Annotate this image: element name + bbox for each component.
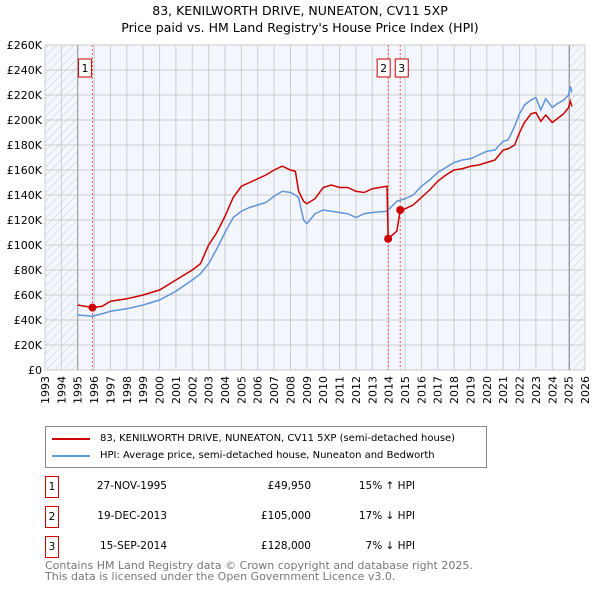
legend: 83, KENILWORTH DRIVE, NUNEATON, CV11 5XP… <box>45 426 487 468</box>
x-tick-label: 2015 <box>399 376 412 404</box>
x-tick-label: 1998 <box>121 376 134 404</box>
x-tick-label: 2021 <box>497 376 510 404</box>
x-tick-label: 2009 <box>301 376 314 404</box>
y-tick-label: £140K <box>7 189 43 202</box>
x-tick-label: 2018 <box>448 376 461 404</box>
x-tick-label: 1999 <box>137 376 150 404</box>
x-tick-label: 2012 <box>350 376 363 404</box>
series-line <box>77 86 573 318</box>
x-tick-label: 1993 <box>39 376 52 404</box>
y-tick-label: £260K <box>7 39 43 52</box>
legend-item-hpi: HPI: Average price, semi-detached house,… <box>52 450 435 461</box>
chart-subtitle: Price paid vs. HM Land Registry's House … <box>121 20 479 35</box>
sale-row: 1 27-NOV-1995 £49,950 15% ↑ HPI <box>45 476 465 498</box>
sale-label: 1 <box>81 62 88 75</box>
y-tick-label: £200K <box>7 114 43 127</box>
sale-number: 2 <box>45 506 59 528</box>
sale-number: 3 <box>45 536 59 558</box>
x-tick-label: 2022 <box>514 376 527 404</box>
plot-area <box>44 44 586 371</box>
x-tick-label: 1997 <box>104 376 117 404</box>
x-tick-label: 2017 <box>432 376 445 404</box>
footer: Contains HM Land Registry data © Crown c… <box>45 559 473 583</box>
sale-price: £128,000 <box>260 540 311 552</box>
x-tick-label: 2006 <box>252 376 265 404</box>
sale-label-box <box>376 58 391 78</box>
sale-point <box>396 206 405 214</box>
sale-point <box>384 234 393 243</box>
y-tick-label: £0 <box>28 364 42 377</box>
sale-label: 2 <box>380 62 387 75</box>
legend-swatch-blue <box>52 454 90 457</box>
series-line <box>77 98 573 309</box>
x-tick-label: 1996 <box>88 376 101 404</box>
x-tick-label: 2013 <box>366 376 379 404</box>
sale-point <box>88 303 97 312</box>
x-tick-label: 2005 <box>235 376 248 404</box>
hatched-region-after <box>569 45 585 370</box>
sale-date: 15-SEP-2014 <box>99 540 167 552</box>
sale-row: 2 19-DEC-2013 £105,000 17% ↓ HPI <box>45 506 465 528</box>
y-tick-label: £60K <box>14 289 43 302</box>
x-tick-label: 2004 <box>219 376 232 404</box>
sale-hpi-diff: 15% ↑ HPI <box>358 480 415 492</box>
y-tick-label: £100K <box>7 239 43 252</box>
x-tick-label: 2016 <box>415 376 428 404</box>
y-tick-label: £120K <box>7 214 43 227</box>
x-tick-label: 2007 <box>268 376 281 404</box>
sale-price: £49,950 <box>267 480 311 492</box>
x-tick-label: 2024 <box>546 376 559 404</box>
x-tick-label: 1995 <box>72 376 85 404</box>
sale-price: £105,000 <box>260 510 311 522</box>
x-tick-label: 2025 <box>563 376 576 404</box>
y-tick-label: £20K <box>14 339 43 352</box>
x-tick-label: 2019 <box>464 376 477 404</box>
sale-hpi-diff: 7% ↓ HPI <box>365 540 415 552</box>
y-tick-label: £240K <box>7 64 43 77</box>
x-tick-label: 2002 <box>186 376 199 404</box>
sale-label-box <box>77 58 92 78</box>
x-tick-label: 2014 <box>383 376 396 404</box>
legend-swatch-red <box>52 437 90 440</box>
sale-hpi-diff: 17% ↓ HPI <box>358 510 415 522</box>
y-tick-label: £80K <box>14 264 43 277</box>
chart-title: 83, KENILWORTH DRIVE, NUNEATON, CV11 5XP <box>152 3 448 18</box>
y-tick-label: £160K <box>7 164 43 177</box>
x-tick-label: 2011 <box>334 376 347 404</box>
x-tick-label: 2003 <box>203 376 216 404</box>
x-tick-label: 2000 <box>154 376 167 404</box>
x-tick-label: 2008 <box>284 376 297 404</box>
y-tick-label: £220K <box>7 89 43 102</box>
sale-label: 3 <box>398 62 405 75</box>
x-tick-label: 2020 <box>481 376 494 404</box>
sale-number: 1 <box>45 476 59 498</box>
sale-row: 3 15-SEP-2014 £128,000 7% ↓ HPI <box>45 536 465 558</box>
x-tick-label: 2023 <box>530 376 543 404</box>
x-tick-label: 2010 <box>317 376 330 404</box>
x-tick-label: 2026 <box>579 376 592 404</box>
sale-date: 19-DEC-2013 <box>97 510 167 522</box>
x-tick-label: 2001 <box>170 376 183 404</box>
sale-label-box <box>394 58 409 78</box>
sale-date: 27-NOV-1995 <box>96 480 167 492</box>
x-tick-label: 1994 <box>55 376 68 404</box>
price-chart: 1993 1994 1995 1996 1997 1998 1999 2000 2001 2002… <box>7 39 592 404</box>
y-tick-label: £180K <box>7 139 43 152</box>
y-tick-label: £40K <box>14 314 43 327</box>
legend-item-property: 83, KENILWORTH DRIVE, NUNEATON, CV11 5XP… <box>52 433 455 444</box>
